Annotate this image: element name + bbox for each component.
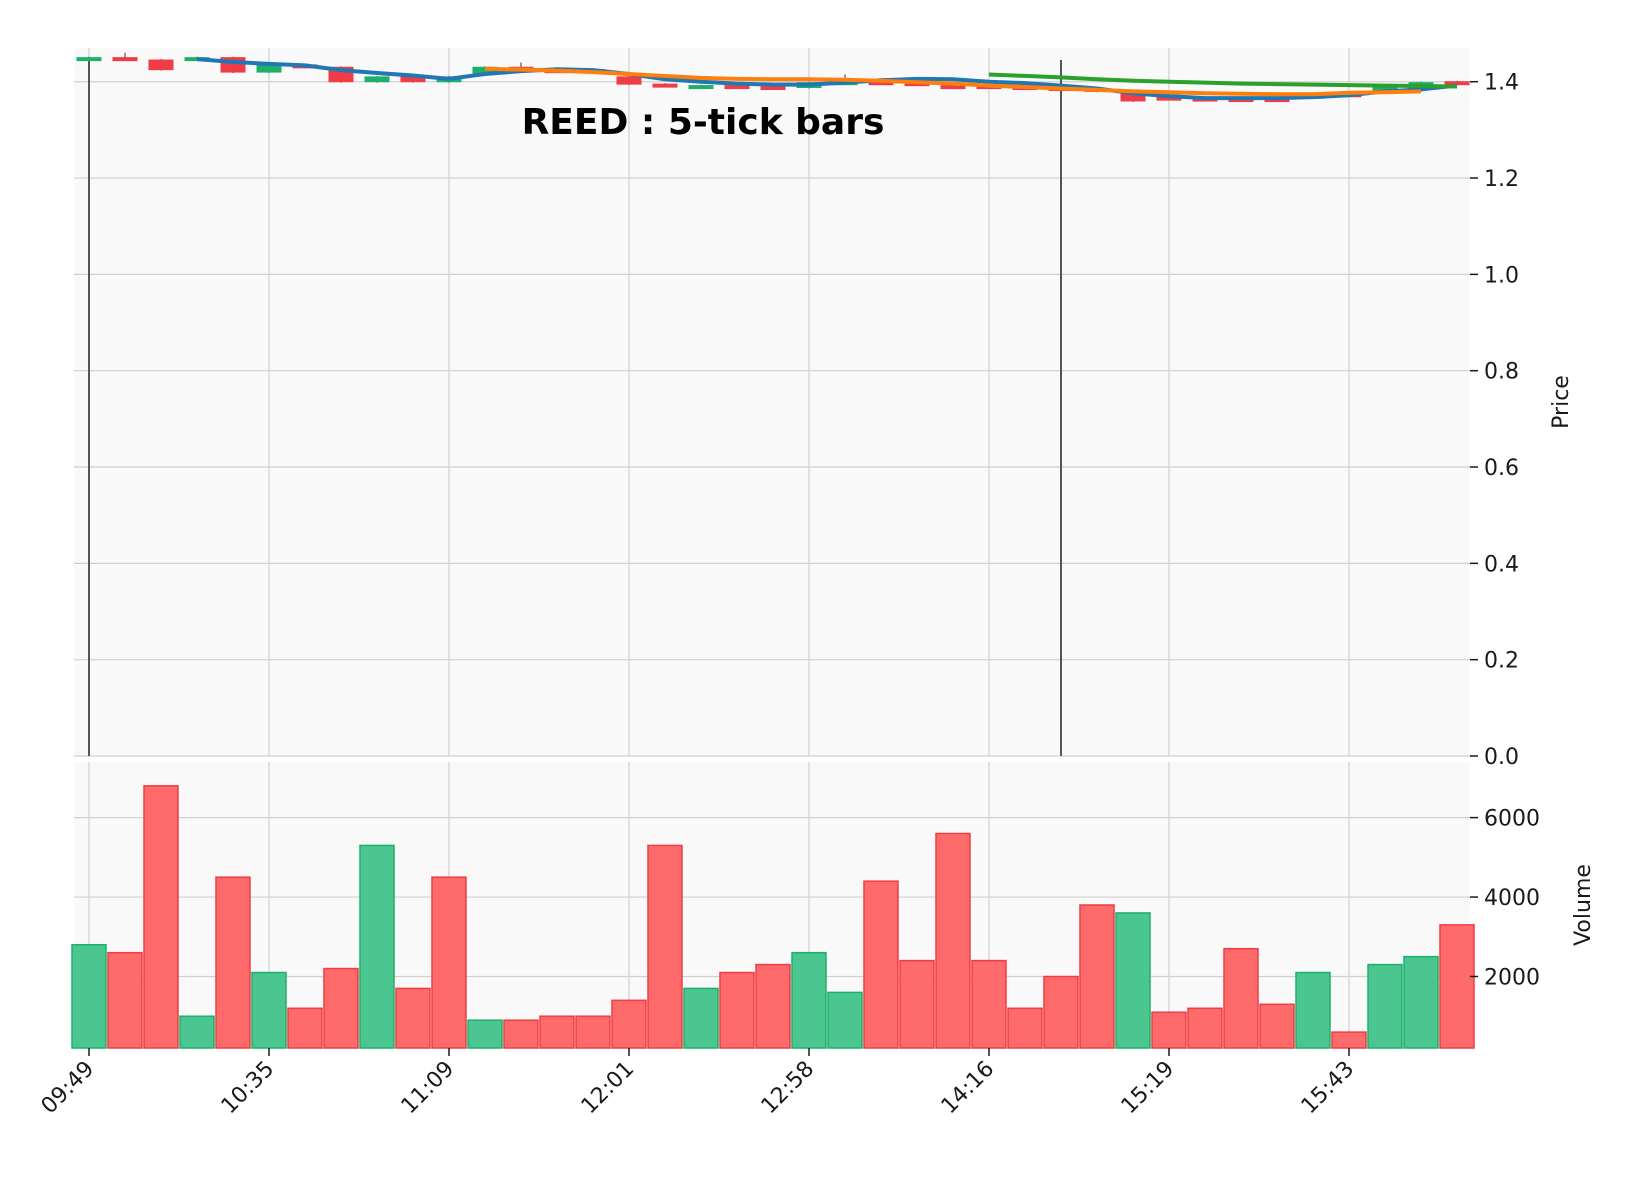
candle-body: [616, 76, 642, 85]
volume-bar: [359, 844, 395, 1049]
volume-bar: [755, 963, 791, 1049]
price-tick-label: 0.0: [1484, 745, 1519, 770]
candle-body: [724, 85, 750, 90]
price-plot-background: [74, 48, 1470, 756]
volume-bar: [971, 959, 1007, 1049]
volume-bar: [431, 876, 467, 1049]
volume-bar: [1115, 912, 1151, 1049]
volume-bar: [1295, 971, 1331, 1049]
candle-body: [364, 76, 390, 83]
price-tick-label: 0.6: [1484, 456, 1519, 481]
volume-bar: [287, 1007, 323, 1049]
candle-body: [76, 57, 102, 62]
volume-bar: [503, 1019, 539, 1049]
volume-bar: [1403, 955, 1439, 1049]
volume-bar: [1331, 1031, 1367, 1049]
volume-bar: [719, 971, 755, 1049]
moving-average-line: [196, 57, 1458, 101]
volume-bar: [575, 1015, 611, 1049]
x-tick-label: 14:16: [937, 1057, 1000, 1120]
moving-average-lines: [196, 57, 1458, 101]
volume-bar: [1151, 1011, 1187, 1049]
price-vertical-lines: [88, 60, 1062, 756]
price-tick-label: 0.2: [1484, 649, 1519, 674]
x-axis-ticks: 09:49 10:35 11:09 12:01 12:58 14:16 15:19 15:43: [37, 1048, 1360, 1120]
volume-bar: [1187, 1007, 1223, 1049]
x-tick-label: 09:49: [37, 1057, 100, 1120]
volume-bar: [899, 959, 935, 1049]
volume-bar: [1223, 947, 1259, 1049]
volume-bar: [179, 1015, 215, 1049]
volume-bar: [215, 876, 251, 1049]
price-grid: [74, 48, 1470, 757]
price-tick-label: 1.2: [1484, 167, 1519, 192]
volume-bar: [107, 951, 143, 1049]
volume-bars: [71, 785, 1475, 1049]
price-tick-label: 1.4: [1484, 71, 1519, 96]
price-panel: 0.0 0.2 0.4 0.6 0.8 1.0 1.2 1.4 Price: [74, 48, 1574, 770]
volume-panel: 2000 4000 6000 Volume: [71, 762, 1596, 1049]
candle-body: [112, 57, 138, 62]
volume-bar: [1439, 924, 1475, 1049]
candle-body: [148, 59, 174, 71]
volume-bar: [935, 832, 971, 1049]
price-axis-ticks: 0.0 0.2 0.4 0.6 0.8 1.0 1.2 1.4: [1470, 71, 1519, 770]
x-tick-label: 12:58: [757, 1057, 820, 1120]
volume-bar: [539, 1015, 575, 1049]
x-tick-label: 11:09: [397, 1057, 460, 1120]
volume-bar: [1043, 975, 1079, 1049]
moving-average-line: [484, 66, 1422, 97]
volume-bar: [683, 987, 719, 1049]
volume-bar: [647, 844, 683, 1049]
volume-bar: [251, 971, 287, 1049]
price-tick-label: 0.8: [1484, 360, 1519, 385]
volume-axis-ticks: 2000 4000 6000: [1470, 807, 1540, 991]
volume-tick-label: 6000: [1484, 807, 1540, 832]
candle-body: [1444, 81, 1470, 86]
candle-body: [760, 86, 786, 91]
volume-bar: [1367, 963, 1403, 1049]
volume-bar: [1259, 1003, 1295, 1049]
volume-bar: [71, 943, 107, 1049]
price-tick-label: 0.4: [1484, 552, 1519, 577]
volume-bar: [143, 785, 179, 1049]
volume-bar: [1079, 904, 1115, 1049]
volume-axis-label: Volume: [1571, 864, 1596, 946]
moving-average-line: [988, 72, 1458, 89]
x-tick-label: 10:35: [217, 1057, 280, 1120]
x-tick-label: 15:43: [1297, 1057, 1360, 1120]
volume-bar: [791, 951, 827, 1049]
volume-tick-label: 4000: [1484, 886, 1540, 911]
x-tick-label: 12:01: [577, 1057, 640, 1120]
price-tick-label: 1.0: [1484, 263, 1519, 288]
price-axis-label: Price: [1549, 375, 1574, 429]
volume-bar: [467, 1019, 503, 1049]
candle-body: [652, 83, 678, 88]
chart-title: REED : 5-tick bars: [522, 102, 885, 143]
volume-bar: [1007, 1007, 1043, 1049]
candle-body: [688, 85, 714, 90]
volume-bar: [827, 991, 863, 1049]
volume-bar: [323, 967, 359, 1049]
x-tick-label: 15:19: [1117, 1057, 1180, 1120]
volume-bar: [863, 880, 899, 1049]
volume-bar: [611, 999, 647, 1049]
volume-bar: [395, 987, 431, 1049]
volume-tick-label: 2000: [1484, 966, 1540, 991]
